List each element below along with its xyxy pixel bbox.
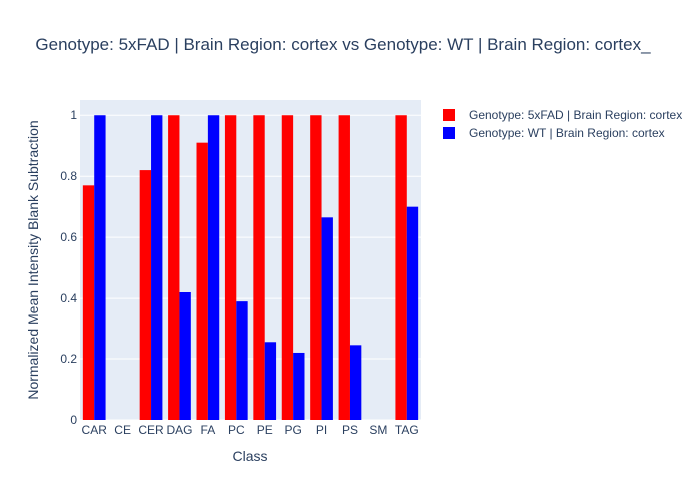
y-tick-label: 0.6 [60,230,77,244]
bar-tag-series-0[interactable] [395,115,407,420]
bar-pe-series-1[interactable] [264,342,277,420]
y-axis-title: Normalized Mean Intensity Blank Subtract… [25,120,41,399]
x-tick-label: SM [369,423,387,437]
x-tick-label: CAR [82,423,108,437]
x-axis-title: Class [232,448,267,464]
x-tick-label: FA [201,423,216,437]
x-tick-label: PE [257,423,273,437]
x-tick-label: PG [284,423,301,437]
bar-cer-series-0[interactable] [139,170,152,420]
grid-lines [80,114,421,421]
x-tick-label: CE [114,423,131,437]
y-tick-label: 0 [70,413,77,427]
x-tick-label: TAG [395,423,419,437]
legend-label-1[interactable]: Genotype: WT | Brain Region: cortex [469,126,665,140]
x-tick-label: PI [316,423,327,437]
x-tick-label: CER [138,423,164,437]
legend-swatch-0[interactable] [443,109,455,121]
bar-pi-series-0[interactable] [310,115,322,420]
plot-area [80,100,421,420]
bar-ps-series-1[interactable] [349,345,362,420]
x-tick-labels: CAR CE CER DAG FA PC PE PG PI PS SM TAG [82,423,419,437]
legend[interactable]: Genotype: 5xFAD | Brain Region: cortex Ge… [443,108,682,140]
bar-pe-series-0[interactable] [253,115,265,420]
bar-dag-series-1[interactable] [179,292,191,420]
bar-pc-series-0[interactable] [224,115,237,420]
y-tick-label: 1 [70,108,77,122]
bar-pg-series-0[interactable] [281,115,294,420]
bar-cer-series-1[interactable] [151,115,163,420]
y-tick-label: 0.2 [60,352,77,366]
x-tick-label: DAG [166,423,192,437]
bar-ps-series-0[interactable] [338,115,350,420]
y-tick-label: 0.4 [60,291,77,305]
y-tick-label: 0.8 [60,169,77,183]
bar-pi-series-1[interactable] [321,217,333,420]
bar-fa-series-0[interactable] [196,142,208,420]
legend-swatch-1[interactable] [443,127,455,139]
y-tick-labels: 0 0.2 0.4 0.6 0.8 1 [60,108,77,427]
bar-dag-series-0[interactable] [168,115,180,420]
legend-label-0[interactable]: Genotype: 5xFAD | Brain Region: cortex [469,108,682,122]
x-tick-label: PC [228,423,245,437]
x-tick-label: PS [342,423,358,437]
bar-pc-series-1[interactable] [236,301,248,420]
bar-tag-series-1[interactable] [406,206,419,420]
bar-car-series-1[interactable] [94,115,106,420]
bar-pg-series-1[interactable] [293,352,305,420]
bar-car-series-0[interactable] [82,185,95,420]
bar-fa-series-1[interactable] [207,115,220,420]
chart-title: Genotype: 5xFAD | Brain Region: cortex v… [35,35,651,54]
bars [82,115,419,420]
